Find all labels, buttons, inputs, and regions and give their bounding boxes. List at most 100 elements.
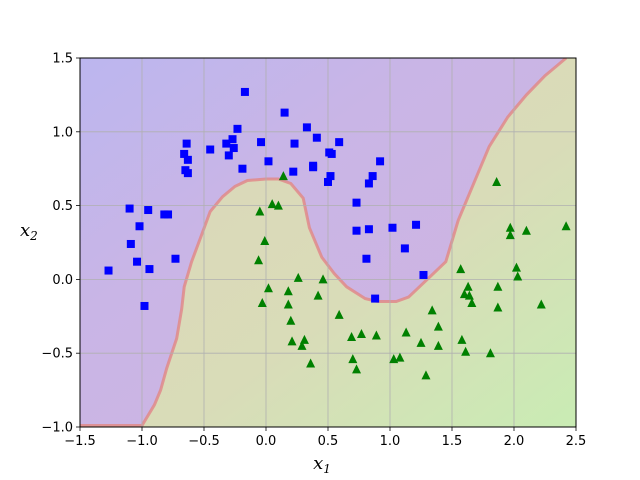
class0-point xyxy=(368,172,377,181)
class0-point xyxy=(280,108,289,117)
x-tick-label: 0.5 xyxy=(318,434,339,449)
x-tick-label: 2.5 xyxy=(566,434,587,449)
y-axis-label: x2 xyxy=(20,220,38,243)
class1-point xyxy=(513,271,523,281)
class1-point xyxy=(467,298,477,308)
class1-point xyxy=(334,309,344,319)
class0-point xyxy=(228,135,237,144)
class1-point xyxy=(263,283,273,293)
class1-point xyxy=(561,221,571,231)
class1-point xyxy=(461,346,471,356)
markers xyxy=(104,87,571,380)
class0-point xyxy=(326,172,335,181)
class0-point xyxy=(104,266,113,275)
class0-point xyxy=(257,138,266,147)
class0-point xyxy=(264,157,273,166)
class1-point xyxy=(492,176,502,186)
class0-point xyxy=(312,133,321,142)
x-tick-label: −0.5 xyxy=(188,434,220,449)
x-tick-label: −1.5 xyxy=(64,434,96,449)
class0-point xyxy=(289,167,298,176)
class0-point xyxy=(126,239,135,248)
x-tick-label: 1.5 xyxy=(442,434,463,449)
class1-point xyxy=(313,290,323,300)
decision-boundary xyxy=(80,58,568,427)
class1-point xyxy=(395,352,405,362)
class0-point xyxy=(419,270,428,279)
x-tick-label: −1.0 xyxy=(126,434,158,449)
class1-point xyxy=(347,331,357,341)
class0-point xyxy=(364,225,373,234)
x-tick-label: 0.0 xyxy=(256,434,277,449)
class0-point xyxy=(229,144,238,153)
class0-point xyxy=(335,138,344,147)
class0-point xyxy=(222,139,231,148)
class1-point xyxy=(493,302,503,312)
class1-point xyxy=(421,370,431,380)
class1-point xyxy=(427,305,437,315)
class1-point xyxy=(299,334,309,344)
class1-point xyxy=(348,354,358,364)
class1-point xyxy=(257,298,267,308)
class0-point xyxy=(145,265,154,274)
class1-point xyxy=(536,299,546,309)
class0-point xyxy=(125,204,134,213)
class0-point xyxy=(324,177,332,186)
x-axis-label: x1 xyxy=(313,453,331,476)
class1-point xyxy=(457,334,467,344)
class1-point xyxy=(463,281,473,291)
class1-point xyxy=(267,199,277,209)
class0-point xyxy=(388,223,397,232)
class1-point xyxy=(433,321,443,331)
grid xyxy=(80,58,576,427)
class0-point xyxy=(206,145,215,154)
class0-point xyxy=(140,301,149,310)
class1-point xyxy=(260,236,270,246)
class1-point xyxy=(371,330,381,340)
class0-point xyxy=(171,254,180,263)
class1-point xyxy=(254,255,264,265)
class1-point xyxy=(456,264,466,274)
class0-point xyxy=(182,139,191,148)
class1-point xyxy=(293,272,303,282)
class1-point xyxy=(283,299,293,309)
class1-point xyxy=(459,289,469,299)
class0-point xyxy=(352,226,361,235)
y-tick-label: 1.0 xyxy=(52,125,73,140)
class1-point xyxy=(278,171,288,181)
class1-point xyxy=(493,281,503,291)
class1-point xyxy=(401,327,411,337)
class0-point xyxy=(352,198,361,207)
y-tick-label: 1.5 xyxy=(52,52,73,67)
x-tick-label: 2.0 xyxy=(504,434,525,449)
class0-point xyxy=(224,151,233,160)
class0-point xyxy=(180,149,189,158)
plot-area xyxy=(80,58,576,427)
class1-point xyxy=(521,225,531,235)
class1-point xyxy=(505,222,515,232)
y-tick-label: 0.0 xyxy=(52,273,73,288)
class0-point xyxy=(238,164,247,173)
class0-point xyxy=(183,155,192,164)
class1-point xyxy=(318,274,328,284)
y-tick-label: −1.0 xyxy=(41,421,73,436)
y-tick-label: −0.5 xyxy=(41,347,73,362)
class1-point xyxy=(286,315,296,325)
class0-point xyxy=(144,206,153,215)
axis-ticks: −1.5 −1.0 −0.5 0.0 0.5 1.0 1.5 2.0 2.5−1.0−0.50.… xyxy=(41,52,586,450)
class1-point xyxy=(485,348,495,358)
class1-point xyxy=(297,340,307,350)
class0-point xyxy=(164,210,173,219)
class0-point xyxy=(290,139,299,148)
class0-point xyxy=(183,169,192,178)
class1-point xyxy=(505,230,515,240)
x-tick-label: 1.0 xyxy=(380,434,401,449)
class0-point xyxy=(412,220,421,229)
class0-point xyxy=(364,179,373,188)
class1-point xyxy=(416,337,426,347)
class0-point xyxy=(400,244,409,253)
class1-point xyxy=(464,290,474,300)
class0-point xyxy=(302,123,311,132)
class0-point xyxy=(233,124,242,133)
